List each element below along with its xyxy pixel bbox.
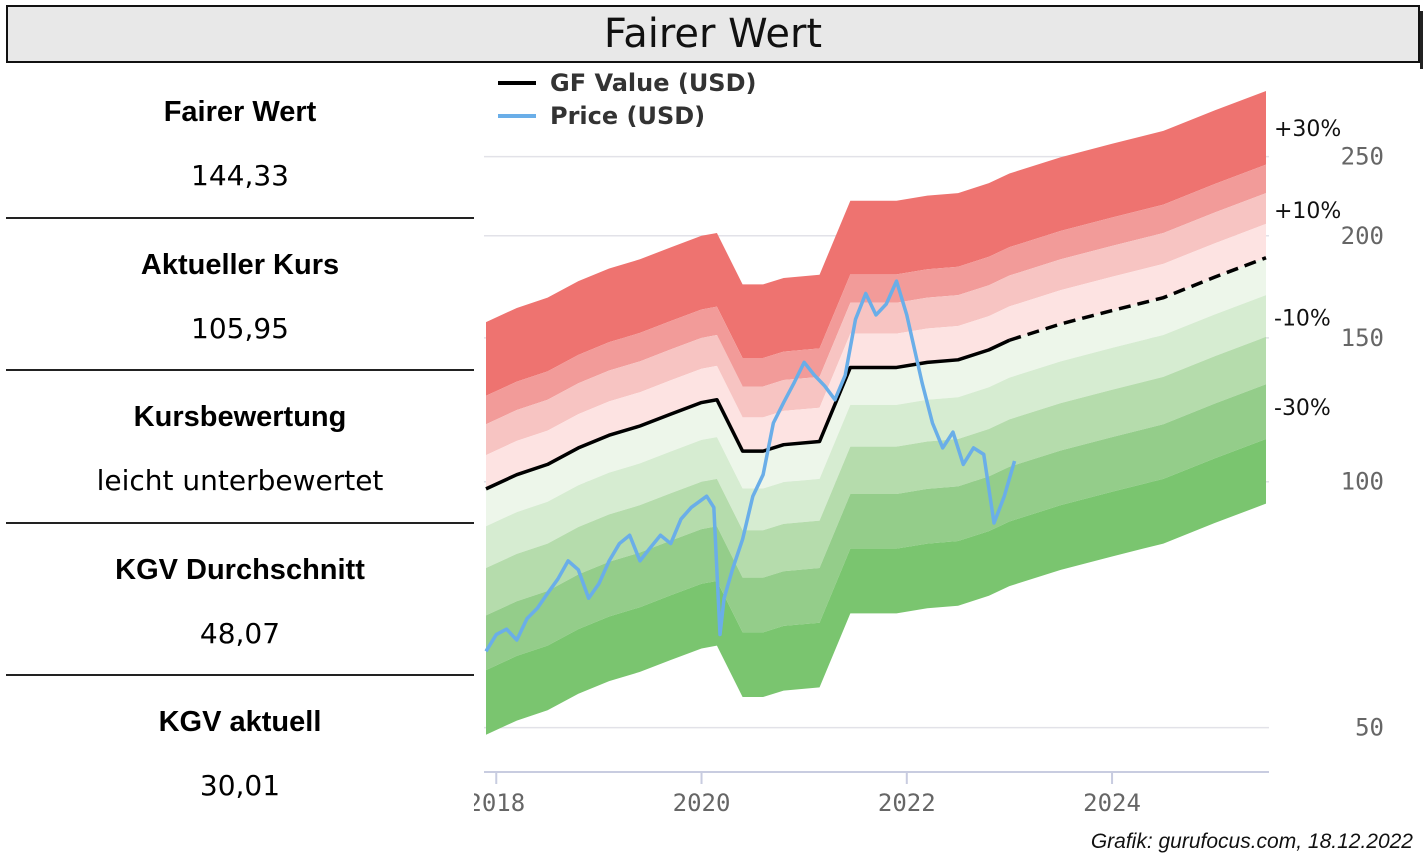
- legend-price-label: Price (USD): [550, 102, 705, 130]
- y-tick-label: 200: [1341, 222, 1384, 250]
- value-band: [486, 336, 1266, 616]
- stats-panel: Fairer Wert 144,33 Aktueller Kurs 105,95…: [6, 66, 474, 829]
- stat-label: Kursbewertung: [133, 401, 347, 434]
- stat-pe-current: KGV aktuell 30,01: [6, 676, 474, 829]
- x-tick-label: 2022: [878, 789, 936, 817]
- value-band: [486, 438, 1266, 735]
- price-line: [484, 279, 1017, 653]
- x-tick-label: 2024: [1083, 789, 1141, 817]
- page-title-text: Fairer Wert: [603, 11, 823, 57]
- chart-credit: Grafik: gurufocus.com, 18.12.2022: [1090, 830, 1413, 853]
- value-band: [486, 164, 1266, 425]
- stat-valuation: Kursbewertung leicht unterbewertet: [6, 371, 474, 524]
- stat-value: 30,01: [199, 769, 281, 803]
- gf-value-projection-line: [1008, 256, 1267, 342]
- stat-fair-value: Fairer Wert 144,33: [6, 66, 474, 219]
- y-tick-label: 100: [1341, 468, 1384, 496]
- value-band: [486, 257, 1266, 527]
- value-band: [486, 91, 1266, 396]
- stat-value: 105,95: [191, 311, 289, 345]
- band-label: -30%: [1274, 396, 1331, 421]
- stat-current-price: Aktueller Kurs 105,95: [6, 219, 474, 372]
- gf-value-chart: 50 100 150 200 250+30% +10% -10% -30% 2018 2020 20…: [474, 69, 1384, 817]
- stat-label: Aktueller Kurs: [140, 248, 340, 281]
- value-band: [486, 223, 1266, 489]
- x-tick-label: 2020: [673, 789, 731, 817]
- stat-pe-average: KGV Durchschnitt 48,07: [6, 524, 474, 677]
- value-band: [486, 193, 1266, 456]
- y-tick-label: 150: [1341, 324, 1384, 352]
- stat-value: leicht unterbewertet: [96, 464, 384, 498]
- y-tick-label: 250: [1341, 143, 1384, 171]
- page-title: Fairer Wert: [6, 5, 1423, 69]
- y-tick-label: 50: [1355, 714, 1384, 742]
- value-band: [486, 295, 1266, 569]
- stat-value: 48,07: [199, 616, 281, 650]
- stat-label: KGV Durchschnitt: [115, 553, 365, 586]
- value-band: [486, 384, 1266, 671]
- legend-gf-value-label: GF Value (USD): [550, 69, 756, 97]
- stat-value: 144,33: [191, 159, 289, 192]
- band-label: +10%: [1274, 199, 1341, 224]
- stat-label: Fairer Wert: [163, 96, 317, 128]
- band-label: -10%: [1274, 306, 1331, 331]
- gf-value-line: [485, 338, 1011, 491]
- stat-label: KGV aktuell: [158, 706, 322, 739]
- x-tick-label: 2018: [474, 789, 525, 817]
- band-label: +30%: [1274, 117, 1341, 142]
